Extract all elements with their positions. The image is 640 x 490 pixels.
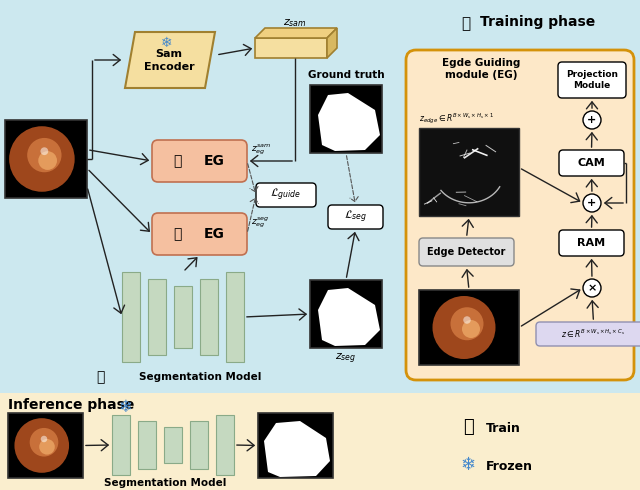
Circle shape <box>451 307 483 340</box>
Text: 🔥: 🔥 <box>96 370 104 384</box>
FancyBboxPatch shape <box>419 238 514 266</box>
Text: Train: Train <box>486 421 521 435</box>
Text: RAM: RAM <box>577 238 605 248</box>
Text: +: + <box>588 115 596 125</box>
Text: $z_{sam}$: $z_{sam}$ <box>283 17 307 29</box>
Text: Segmentation Model: Segmentation Model <box>139 372 261 382</box>
Text: ❄: ❄ <box>460 456 476 474</box>
FancyBboxPatch shape <box>559 230 624 256</box>
Circle shape <box>463 316 471 324</box>
Text: 🔥: 🔥 <box>173 227 181 241</box>
Bar <box>419 290 519 365</box>
Circle shape <box>462 320 480 338</box>
Text: +: + <box>588 198 596 208</box>
Text: Training phase: Training phase <box>480 15 595 29</box>
Text: 🔥: 🔥 <box>173 154 181 168</box>
Circle shape <box>433 296 495 359</box>
Bar <box>112 415 130 475</box>
Polygon shape <box>125 32 215 88</box>
Bar <box>5 120 87 198</box>
Text: CAM: CAM <box>578 158 605 168</box>
Text: $z_{seg}$: $z_{seg}$ <box>335 352 356 366</box>
Bar <box>255 38 327 58</box>
Text: Edge Detector: Edge Detector <box>428 247 506 257</box>
Circle shape <box>583 111 601 129</box>
Circle shape <box>39 439 55 455</box>
Text: $\mathcal{L}_{guide}$: $\mathcal{L}_{guide}$ <box>270 187 301 203</box>
FancyBboxPatch shape <box>152 213 247 255</box>
Bar <box>190 421 208 469</box>
Text: EG: EG <box>204 227 225 241</box>
Text: $z\in R^{B\times W_s\times H_s\times C_s}$: $z\in R^{B\times W_s\times H_s\times C_s… <box>561 328 625 340</box>
Text: ❄: ❄ <box>161 36 173 50</box>
Text: 🔥: 🔥 <box>461 16 470 31</box>
Polygon shape <box>327 28 337 58</box>
Text: Egde Guiding
module (EG): Egde Guiding module (EG) <box>442 58 520 79</box>
Circle shape <box>15 418 69 473</box>
Text: Ground truth: Ground truth <box>308 70 384 80</box>
Circle shape <box>27 138 61 172</box>
Text: $z_{edge}\in R^{B\times W_s\times H_s\times 1}$: $z_{edge}\in R^{B\times W_s\times H_s\ti… <box>419 112 494 126</box>
Bar <box>310 280 382 348</box>
Text: 🔥: 🔥 <box>463 418 474 436</box>
Circle shape <box>583 194 601 212</box>
Bar <box>148 279 166 355</box>
Circle shape <box>583 279 601 297</box>
Text: Inference phase: Inference phase <box>8 398 134 412</box>
Circle shape <box>40 147 48 155</box>
Polygon shape <box>264 421 330 477</box>
Text: $z_{eg}^{seg}$: $z_{eg}^{seg}$ <box>251 216 269 230</box>
Text: $\mathcal{L}_{seg}$: $\mathcal{L}_{seg}$ <box>344 209 367 225</box>
Circle shape <box>9 126 75 192</box>
FancyBboxPatch shape <box>152 140 247 182</box>
FancyBboxPatch shape <box>256 183 316 207</box>
Bar <box>138 421 156 469</box>
Bar <box>174 286 192 348</box>
Polygon shape <box>255 28 337 38</box>
Polygon shape <box>318 93 380 151</box>
FancyBboxPatch shape <box>559 150 624 176</box>
Bar <box>200 279 218 355</box>
Bar <box>310 85 382 153</box>
FancyBboxPatch shape <box>328 205 383 229</box>
Bar <box>164 427 182 463</box>
Bar <box>419 128 519 216</box>
Circle shape <box>41 436 47 442</box>
Bar <box>258 413 333 478</box>
FancyBboxPatch shape <box>558 62 626 98</box>
Text: EG: EG <box>204 154 225 168</box>
Text: Projection
Module: Projection Module <box>566 70 618 90</box>
Polygon shape <box>318 288 380 346</box>
Text: Sam: Sam <box>156 49 182 59</box>
Bar <box>0 393 640 490</box>
Text: Segmentation Model: Segmentation Model <box>104 478 226 488</box>
Bar <box>122 272 140 362</box>
FancyBboxPatch shape <box>536 322 640 346</box>
Text: $z_{eg}^{sam}$: $z_{eg}^{sam}$ <box>251 143 271 157</box>
Text: Frozen: Frozen <box>486 460 533 472</box>
Circle shape <box>29 428 58 457</box>
Text: Encoder: Encoder <box>144 62 195 72</box>
Bar <box>8 413 83 478</box>
Bar <box>226 272 244 362</box>
Text: ×: × <box>588 283 596 293</box>
Text: ❄: ❄ <box>118 398 132 416</box>
FancyBboxPatch shape <box>406 50 634 380</box>
Bar <box>216 415 234 475</box>
Circle shape <box>38 151 57 170</box>
